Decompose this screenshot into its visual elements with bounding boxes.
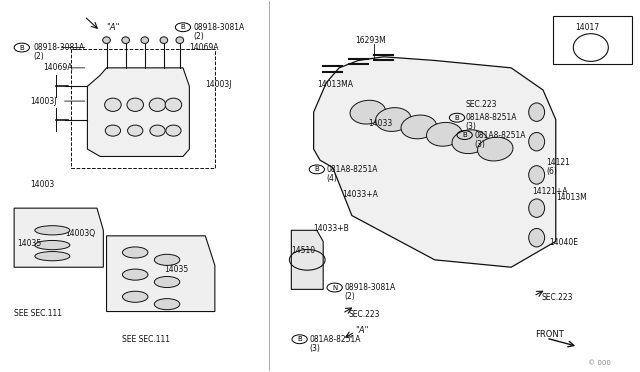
Text: (2): (2) xyxy=(194,32,205,41)
Text: SEE SEC.111: SEE SEC.111 xyxy=(14,309,62,318)
Polygon shape xyxy=(14,208,103,267)
Ellipse shape xyxy=(477,137,513,161)
Ellipse shape xyxy=(105,125,120,136)
Text: 081A8-8251A: 081A8-8251A xyxy=(474,131,525,140)
Ellipse shape xyxy=(104,98,121,112)
Text: SEC.223: SEC.223 xyxy=(465,100,497,109)
Text: 081A8-8251A: 081A8-8251A xyxy=(465,113,516,122)
Ellipse shape xyxy=(150,125,165,136)
Ellipse shape xyxy=(166,125,181,136)
Ellipse shape xyxy=(426,122,462,146)
Text: 08918-3081A: 08918-3081A xyxy=(33,43,84,52)
Ellipse shape xyxy=(165,98,182,112)
Text: 14035: 14035 xyxy=(164,264,188,273)
Bar xyxy=(552,16,632,64)
Polygon shape xyxy=(314,57,556,267)
Text: 14003: 14003 xyxy=(30,180,54,189)
Text: 08918-3081A: 08918-3081A xyxy=(344,283,396,292)
Text: B: B xyxy=(297,336,302,342)
Bar xyxy=(72,49,215,167)
Text: "A": "A" xyxy=(355,326,369,335)
Polygon shape xyxy=(88,68,189,157)
Text: 14003J: 14003J xyxy=(30,97,56,106)
Ellipse shape xyxy=(529,103,545,121)
Text: B: B xyxy=(180,24,186,30)
Text: 14121+A: 14121+A xyxy=(532,187,568,196)
Ellipse shape xyxy=(529,199,545,217)
Ellipse shape xyxy=(35,251,70,261)
Text: (2): (2) xyxy=(33,52,44,61)
Text: (4): (4) xyxy=(326,174,337,183)
Ellipse shape xyxy=(529,132,545,151)
Ellipse shape xyxy=(401,115,436,139)
Text: 081A8-8251A: 081A8-8251A xyxy=(326,165,378,174)
Ellipse shape xyxy=(149,98,166,112)
Text: B: B xyxy=(462,132,467,138)
Text: 14510: 14510 xyxy=(291,246,316,255)
Text: 14033+B: 14033+B xyxy=(314,224,349,233)
Text: (6): (6) xyxy=(546,167,557,176)
Text: 14035: 14035 xyxy=(17,239,42,248)
Ellipse shape xyxy=(127,98,143,112)
Polygon shape xyxy=(106,236,215,311)
Ellipse shape xyxy=(154,254,180,265)
Ellipse shape xyxy=(376,108,411,131)
Text: 14033+A: 14033+A xyxy=(342,190,378,199)
Text: SEE SEC.111: SEE SEC.111 xyxy=(122,335,170,344)
Text: 16293M: 16293M xyxy=(356,36,387,45)
Text: B: B xyxy=(314,166,319,172)
Ellipse shape xyxy=(122,269,148,280)
Text: 14003J: 14003J xyxy=(205,80,232,89)
Text: (3): (3) xyxy=(309,344,320,353)
Ellipse shape xyxy=(122,37,129,44)
Ellipse shape xyxy=(160,37,168,44)
Ellipse shape xyxy=(154,299,180,310)
Text: N: N xyxy=(332,285,337,291)
Ellipse shape xyxy=(176,37,184,44)
Text: 14069A: 14069A xyxy=(189,43,219,52)
Ellipse shape xyxy=(141,37,148,44)
Text: B: B xyxy=(19,45,24,51)
Ellipse shape xyxy=(529,166,545,184)
Text: B: B xyxy=(454,115,460,121)
Text: 14040E: 14040E xyxy=(549,238,579,247)
Ellipse shape xyxy=(122,291,148,302)
Ellipse shape xyxy=(35,226,70,235)
Text: 08918-3081A: 08918-3081A xyxy=(194,23,245,32)
Text: (2): (2) xyxy=(344,292,355,301)
Text: 14013M: 14013M xyxy=(556,193,586,202)
Text: SEC.223: SEC.223 xyxy=(349,310,380,319)
Ellipse shape xyxy=(350,100,385,124)
Ellipse shape xyxy=(529,228,545,247)
Ellipse shape xyxy=(154,276,180,288)
Text: 14013MA: 14013MA xyxy=(317,80,353,89)
Ellipse shape xyxy=(35,240,70,250)
Text: FRONT: FRONT xyxy=(536,330,564,339)
Text: "A": "A" xyxy=(106,23,120,32)
Ellipse shape xyxy=(102,37,110,44)
Ellipse shape xyxy=(452,130,488,154)
Text: (3): (3) xyxy=(465,122,476,131)
Ellipse shape xyxy=(122,247,148,258)
Text: 14003Q: 14003Q xyxy=(65,230,95,238)
Ellipse shape xyxy=(127,125,143,136)
Text: 14017: 14017 xyxy=(575,23,599,32)
Text: 14033: 14033 xyxy=(368,119,392,128)
Text: 14069A: 14069A xyxy=(43,63,72,72)
Text: 14121: 14121 xyxy=(546,158,570,167)
Text: SEC.223: SEC.223 xyxy=(541,293,573,302)
Text: 081A8-8251A: 081A8-8251A xyxy=(309,335,361,344)
Text: (3): (3) xyxy=(474,140,485,149)
Polygon shape xyxy=(291,230,323,289)
Text: © 000: © 000 xyxy=(588,360,611,366)
